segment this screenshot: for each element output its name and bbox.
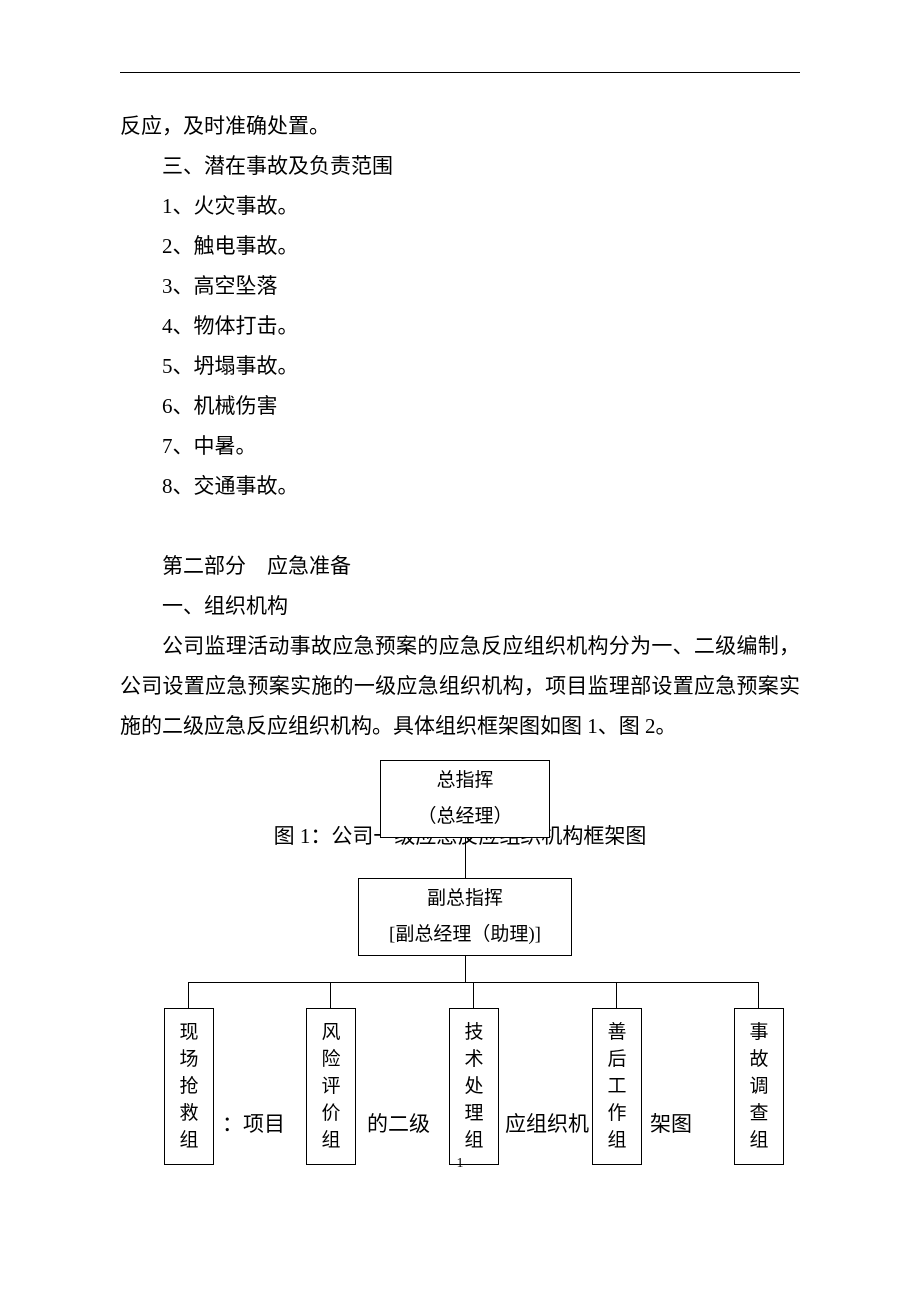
node-char: 理: [450, 1100, 498, 1127]
node-char: 作: [593, 1100, 641, 1127]
overlay-text-fragment: 架图: [650, 1108, 692, 1138]
overlay-text-fragment: 应组织机: [505, 1108, 589, 1138]
node-char: 现: [165, 1019, 213, 1046]
node-char: 术: [450, 1046, 498, 1073]
chart-node-team: 风 险 评 价 组: [306, 1008, 356, 1165]
node-sublabel: [副总经理（助理)]: [359, 921, 571, 949]
node-label: 副总指挥: [359, 885, 571, 913]
chart-connector: [758, 982, 759, 1008]
body-line: 反应，及时准确处置。: [120, 106, 800, 146]
body-paragraph: 公司监理活动事故应急预案的应急反应组织机构分为一、二级编制，公司设置应急预案实施…: [120, 626, 800, 746]
node-char: 险: [307, 1046, 355, 1073]
chart-node-commander: 总指挥 （总经理）: [380, 760, 550, 838]
node-char: 组: [735, 1127, 783, 1154]
chart-connector: [188, 982, 189, 1008]
node-char: 故: [735, 1046, 783, 1073]
body-line: 一、组织机构: [120, 586, 800, 626]
node-char: 工: [593, 1073, 641, 1100]
node-char: 后: [593, 1046, 641, 1073]
node-char: 处: [450, 1073, 498, 1100]
body-line: 4、物体打击。: [120, 306, 800, 346]
node-label: 总指挥: [381, 767, 549, 795]
body-line: 7、中暑。: [120, 426, 800, 466]
node-char: 风: [307, 1019, 355, 1046]
node-char: 抢: [165, 1073, 213, 1100]
node-char: 评: [307, 1073, 355, 1100]
node-char: 事: [735, 1019, 783, 1046]
node-char: 善: [593, 1019, 641, 1046]
node-char: 组: [307, 1127, 355, 1154]
node-char: 组: [450, 1127, 498, 1154]
body-line: 2、触电事故。: [120, 226, 800, 266]
node-char: 救: [165, 1100, 213, 1127]
chart-node-deputy: 副总指挥 [副总经理（助理)]: [358, 878, 572, 956]
node-char: 组: [165, 1127, 213, 1154]
body-line: 第二部分 应急准备: [120, 546, 800, 586]
node-char: 查: [735, 1100, 783, 1127]
node-char: 技: [450, 1019, 498, 1046]
chart-connector: [330, 982, 331, 1008]
document-body: 反应，及时准确处置。 三、潜在事故及负责范围 1、火灾事故。 2、触电事故。 3…: [120, 106, 800, 856]
node-sublabel: （总经理）: [381, 803, 549, 831]
chart-node-team: 善 后 工 作 组: [592, 1008, 642, 1165]
node-char: 组: [593, 1127, 641, 1154]
overlay-text-fragment: 的二级: [367, 1108, 430, 1138]
body-line: 1、火灾事故。: [120, 186, 800, 226]
chart-connector: [465, 838, 466, 878]
chart-node-team: 技 术 处 理 组: [449, 1008, 499, 1165]
chart-node-team: 事 故 调 查 组: [734, 1008, 784, 1165]
node-char: 调: [735, 1073, 783, 1100]
body-line: 6、机械伤害: [120, 386, 800, 426]
page-number: 1: [0, 1156, 920, 1172]
node-char: 场: [165, 1046, 213, 1073]
header-rule: [120, 72, 800, 73]
blank-line: [120, 506, 800, 546]
overlay-text-fragment: ：项目: [222, 1108, 285, 1138]
node-char: 价: [307, 1100, 355, 1127]
chart-node-team: 现 场 抢 救 组: [164, 1008, 214, 1165]
body-line: 三、潜在事故及负责范围: [120, 146, 800, 186]
chart-connector: [616, 982, 617, 1008]
chart-connector: [473, 982, 474, 1008]
body-line: 5、坍塌事故。: [120, 346, 800, 386]
body-line: 3、高空坠落: [120, 266, 800, 306]
chart-connector: [465, 956, 466, 982]
body-line: 8、交通事故。: [120, 466, 800, 506]
